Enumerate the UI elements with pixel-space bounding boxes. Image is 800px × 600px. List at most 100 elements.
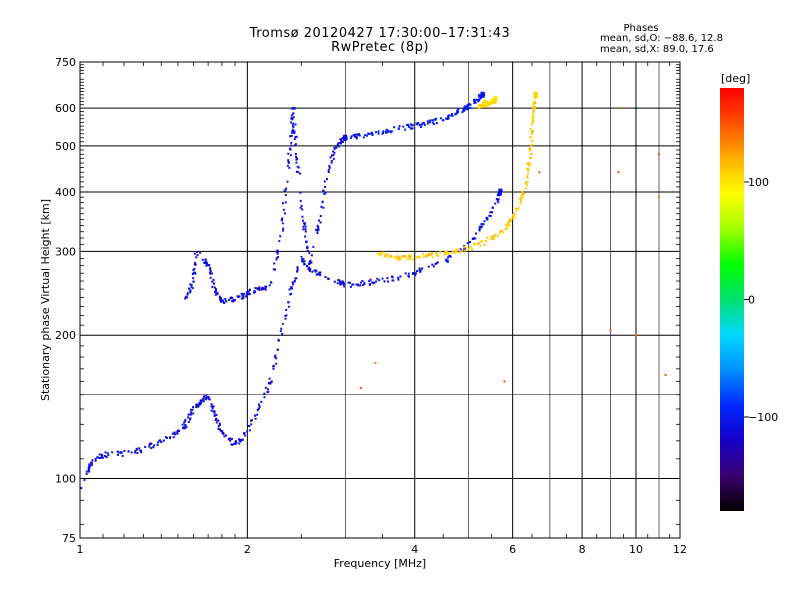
data-point [519, 198, 522, 201]
data-point [443, 252, 446, 255]
data-point [105, 456, 108, 459]
data-point [97, 456, 100, 459]
phases-o-stats: mean, sd,O: −88.6, 12.8 [600, 33, 723, 44]
data-point [359, 281, 362, 284]
data-point [244, 434, 247, 437]
data-point [370, 131, 373, 134]
data-point [296, 269, 299, 272]
data-point [138, 447, 141, 450]
data-point [466, 242, 469, 245]
data-point [448, 114, 451, 117]
data-point [280, 327, 283, 330]
data-point [507, 222, 510, 225]
data-point [116, 453, 119, 456]
data-point [308, 266, 311, 269]
data-point [269, 382, 272, 385]
data-point [202, 400, 205, 403]
data-point [441, 119, 444, 122]
data-point [369, 278, 372, 281]
data-point [275, 357, 278, 360]
data-point [422, 121, 425, 124]
data-point [221, 430, 224, 433]
data-point [315, 228, 318, 231]
data-point [418, 124, 421, 127]
data-point [479, 97, 482, 100]
data-point [422, 255, 425, 258]
data-point [319, 215, 322, 218]
data-point [290, 134, 293, 137]
data-point [309, 268, 312, 271]
data-point [477, 104, 480, 107]
data-point [479, 244, 482, 247]
data-point [103, 455, 106, 458]
data-point [194, 272, 197, 275]
data-point [250, 419, 253, 422]
data-point [187, 413, 190, 416]
data-point [527, 172, 530, 175]
data-point [280, 219, 283, 222]
data-point [498, 190, 501, 193]
data-point [491, 98, 494, 101]
data-point [295, 161, 298, 164]
data-point [176, 431, 179, 434]
data-point [473, 98, 476, 101]
data-point [212, 278, 215, 281]
data-point [345, 136, 348, 139]
data-point [213, 414, 216, 417]
data-point [297, 166, 300, 169]
data-point [240, 292, 243, 295]
data-point [528, 162, 531, 165]
data-point [292, 122, 295, 125]
data-point [302, 261, 305, 264]
data-point [296, 267, 299, 270]
data-point [290, 285, 293, 288]
data-point [190, 286, 193, 289]
data-point [195, 406, 198, 409]
data-point [429, 119, 432, 122]
data-point [494, 202, 497, 205]
data-point [419, 269, 422, 272]
data-point [521, 196, 524, 199]
data-point [195, 256, 198, 259]
data-point [247, 293, 250, 296]
data-point [120, 451, 123, 454]
data-point [319, 221, 322, 224]
data-point [446, 256, 449, 259]
data-point [483, 102, 486, 105]
data-point [247, 424, 250, 427]
data-point [526, 175, 529, 178]
data-point [213, 282, 216, 285]
data-point [415, 122, 418, 125]
data-point [299, 191, 302, 194]
data-point [172, 432, 175, 435]
data-point [194, 263, 197, 266]
data-point [609, 329, 612, 332]
data-point [386, 130, 389, 133]
data-point [313, 269, 316, 272]
data-point [335, 146, 338, 149]
data-point [463, 244, 466, 247]
data-point [448, 252, 451, 255]
colorbar-tick-label: 0 [748, 294, 755, 307]
data-point [248, 292, 251, 295]
data-point [287, 159, 290, 162]
data-point [292, 125, 295, 128]
data-point [316, 224, 319, 227]
data-point [307, 267, 310, 270]
data-point [383, 280, 386, 283]
data-point [104, 451, 107, 454]
data-point [530, 123, 533, 126]
data-point [101, 456, 104, 459]
data-point [300, 255, 303, 258]
data-point [414, 272, 417, 275]
data-point [171, 432, 174, 435]
data-point [479, 103, 482, 106]
data-point [387, 256, 390, 259]
data-point [358, 132, 361, 135]
data-point [498, 191, 501, 194]
data-point [149, 442, 152, 445]
data-point [431, 263, 434, 266]
data-point [221, 432, 224, 435]
data-point [350, 285, 353, 288]
data-point [219, 429, 222, 432]
